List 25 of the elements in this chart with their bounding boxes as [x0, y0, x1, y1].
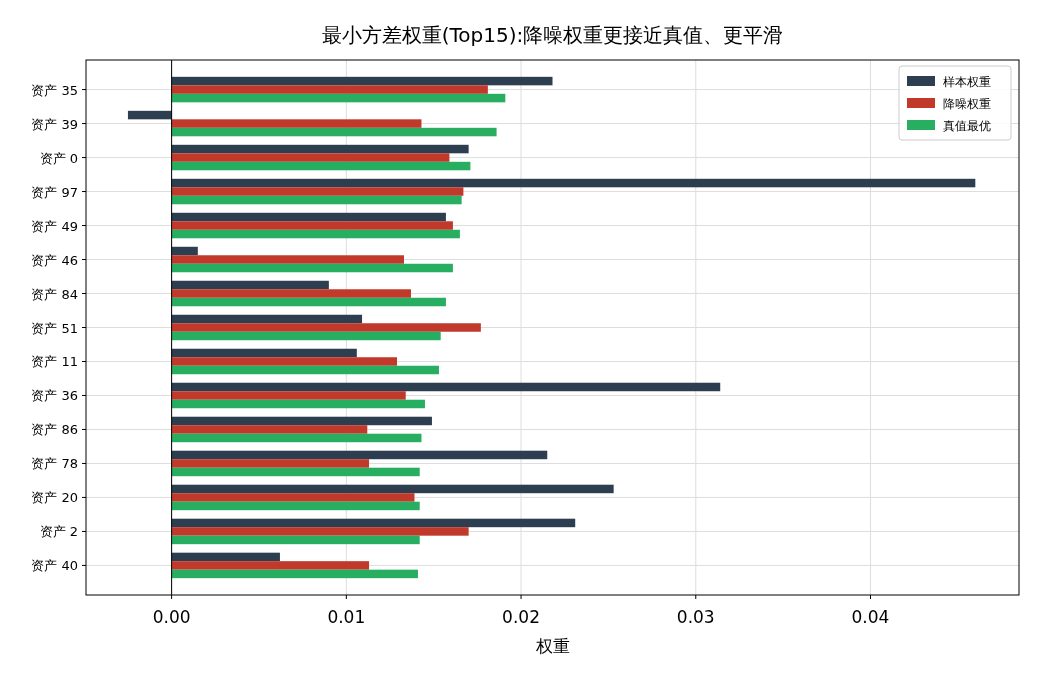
x-tick-label: 0.03 [676, 607, 715, 627]
y-tick-label: 资产 84 [31, 286, 78, 302]
y-tick-label: 资产 2 [39, 524, 78, 540]
y-tick-label: 资产 36 [31, 388, 78, 404]
y-tick-label: 资产 46 [31, 252, 78, 268]
legend-label: 真值最优 [943, 119, 991, 133]
y-tick-label: 资产 35 [31, 82, 78, 98]
x-tick-label: 0.01 [327, 607, 366, 627]
y-tick-label: 资产 51 [31, 320, 78, 336]
y-tick-label: 资产 40 [31, 558, 78, 574]
chart-title: 最小方差权重(Top15):降噪权重更接近真值、更平滑 [321, 23, 784, 47]
y-tick-label: 资产 86 [31, 422, 78, 438]
y-tick-label: 资产 11 [31, 354, 78, 370]
y-tick-label: 资产 97 [31, 184, 78, 200]
x-axis-title: 权重 [534, 636, 570, 656]
y-tick-label: 资产 0 [39, 150, 78, 166]
x-tick-label: 0.02 [502, 607, 540, 627]
x-tick-label: 0.04 [851, 607, 890, 627]
y-tick-label: 资产 20 [31, 490, 78, 506]
x-tick-label: 0.00 [152, 607, 191, 627]
legend-label: 降噪权重 [943, 97, 991, 111]
y-tick-label: 资产 49 [31, 218, 78, 234]
y-tick-label: 资产 39 [31, 116, 78, 132]
y-tick-label: 资产 78 [31, 456, 78, 472]
legend-label: 样本权重 [943, 75, 991, 89]
